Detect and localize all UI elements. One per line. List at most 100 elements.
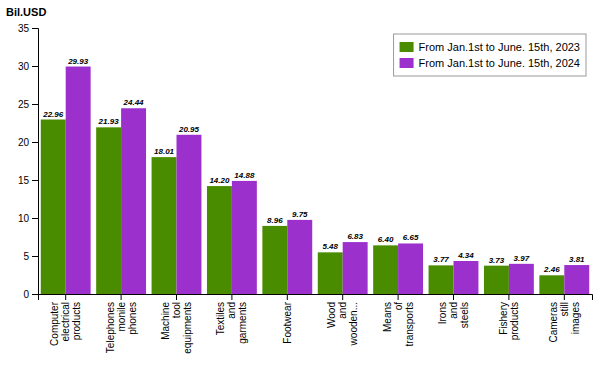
x-tick-label: Camerasstillimages — [548, 302, 581, 343]
y-tick-mark — [32, 180, 38, 181]
x-tick: Meansoftransports — [382, 294, 415, 346]
x-tick-mark — [176, 294, 177, 300]
bar — [287, 220, 312, 294]
bar — [398, 243, 423, 294]
y-tick-label: 25 — [18, 99, 30, 110]
x-tick-label: Computerelectricalproducts — [49, 301, 82, 346]
bar — [564, 265, 589, 294]
bar — [454, 261, 479, 294]
x-tick-label: Woodandwooden... — [326, 302, 359, 346]
plot: 22.9621.9318.0114.208.965.486.403.773.73… — [18, 23, 593, 354]
bar — [207, 186, 232, 294]
data-label: 8.96 — [267, 216, 283, 225]
x-tick-mark — [65, 294, 66, 300]
y-axis-line — [32, 29, 39, 295]
x-tick-label: Telephonesmonilephones — [105, 302, 138, 354]
data-label: 9.75 — [292, 210, 308, 219]
y-tick: 20 — [18, 137, 38, 148]
bar — [318, 252, 343, 294]
data-label: 3.97 — [514, 254, 530, 263]
legend-swatch — [400, 42, 414, 52]
legend-item: From Jan.1st to June. 15th, 2024 — [400, 57, 580, 69]
y-tick: 15 — [18, 175, 38, 186]
y-tick-mark — [32, 256, 38, 257]
bar — [262, 226, 287, 294]
x-tick: Ironsandsteels — [437, 294, 470, 328]
y-tick-label: 5 — [23, 251, 29, 262]
data-label: 3.73 — [489, 256, 505, 265]
data-label: 3.81 — [569, 255, 585, 264]
y-axis: 0 5 10 15 20 25 30 35 — [18, 23, 39, 300]
x-tick: Telephonesmonilephones — [105, 294, 138, 353]
y-tick-label: 10 — [18, 213, 30, 224]
bar-series — [41, 120, 565, 294]
x-axis-line — [39, 295, 593, 301]
x-tick-label: Meansoftransports — [382, 302, 415, 347]
y-tick-mark — [32, 142, 38, 143]
x-tick-mark — [453, 294, 454, 300]
chart: 22.9621.9318.0114.208.965.486.403.773.73… — [0, 0, 602, 368]
x-tick-mark — [342, 294, 343, 300]
x-tick: Woodandwooden... — [326, 294, 359, 346]
bar — [539, 275, 564, 294]
data-labels: 22.9621.9318.0114.208.965.486.403.773.73… — [42, 57, 585, 275]
bar — [66, 67, 91, 294]
bar — [509, 264, 534, 294]
data-label: 22.96 — [42, 110, 64, 119]
data-label: 3.77 — [433, 255, 449, 264]
x-tick: Camerasstillimages — [548, 294, 581, 343]
bar — [232, 181, 257, 294]
legend-swatch — [400, 58, 414, 68]
y-tick-mark — [32, 104, 38, 105]
legend-frame — [394, 34, 586, 76]
x-tick-mark — [121, 294, 122, 300]
y-tick-mark — [32, 28, 38, 29]
x-axis: Computerelectricalproducts Telephonesmoni… — [39, 294, 593, 354]
y-tick-label: 15 — [18, 175, 30, 186]
data-label: 6.65 — [403, 233, 419, 242]
data-label: 2.46 — [543, 265, 560, 274]
y-tick-label: 0 — [23, 289, 29, 300]
bar — [152, 157, 177, 294]
data-label: 18.01 — [154, 147, 175, 156]
y-tick: 10 — [18, 213, 38, 224]
bar — [96, 127, 121, 294]
x-tick-label: Textilesandgarments — [215, 302, 248, 344]
x-tick: Footwear — [282, 294, 293, 344]
x-tick-label: Machinetoolequipments — [160, 302, 193, 354]
legend-label: From Jan.1st to June. 15th, 2023 — [419, 41, 580, 53]
y-tick-mark — [32, 66, 38, 67]
bar — [429, 265, 454, 294]
x-tick-mark — [508, 294, 509, 300]
x-tick: Textilesandgarments — [215, 294, 248, 344]
bar-series — [66, 67, 590, 294]
bar — [41, 120, 66, 294]
data-label: 6.83 — [347, 232, 363, 241]
legend: From Jan.1st to June. 15th, 2023 From Jan… — [394, 34, 586, 76]
y-tick: 0 — [23, 289, 38, 300]
data-label: 29.93 — [67, 57, 89, 66]
x-tick-mark — [398, 294, 399, 300]
legend-label: From Jan.1st to June. 15th, 2024 — [419, 57, 580, 69]
x-tick-label: Ironsandsteels — [437, 302, 470, 328]
bar — [177, 135, 202, 294]
y-axis-title: Bil.USD — [6, 6, 46, 18]
x-tick-mark — [564, 294, 565, 300]
y-tick: 5 — [23, 251, 38, 262]
bar — [373, 245, 398, 294]
y-tick: 30 — [18, 61, 38, 72]
data-label: 6.40 — [378, 235, 394, 244]
bar — [343, 242, 368, 294]
y-tick-mark — [32, 218, 38, 219]
bars — [41, 67, 589, 294]
x-tick-label: Fisheryproducts — [498, 302, 520, 340]
x-tick-mark — [231, 294, 232, 300]
y-tick-label: 30 — [18, 61, 30, 72]
x-tick-mark — [287, 294, 288, 300]
data-label: 14.88 — [234, 171, 255, 180]
y-tick-mark — [32, 294, 38, 295]
data-label: 20.95 — [178, 125, 200, 134]
bar — [121, 108, 146, 294]
y-tick-label: 35 — [18, 23, 30, 34]
bar — [484, 266, 509, 294]
